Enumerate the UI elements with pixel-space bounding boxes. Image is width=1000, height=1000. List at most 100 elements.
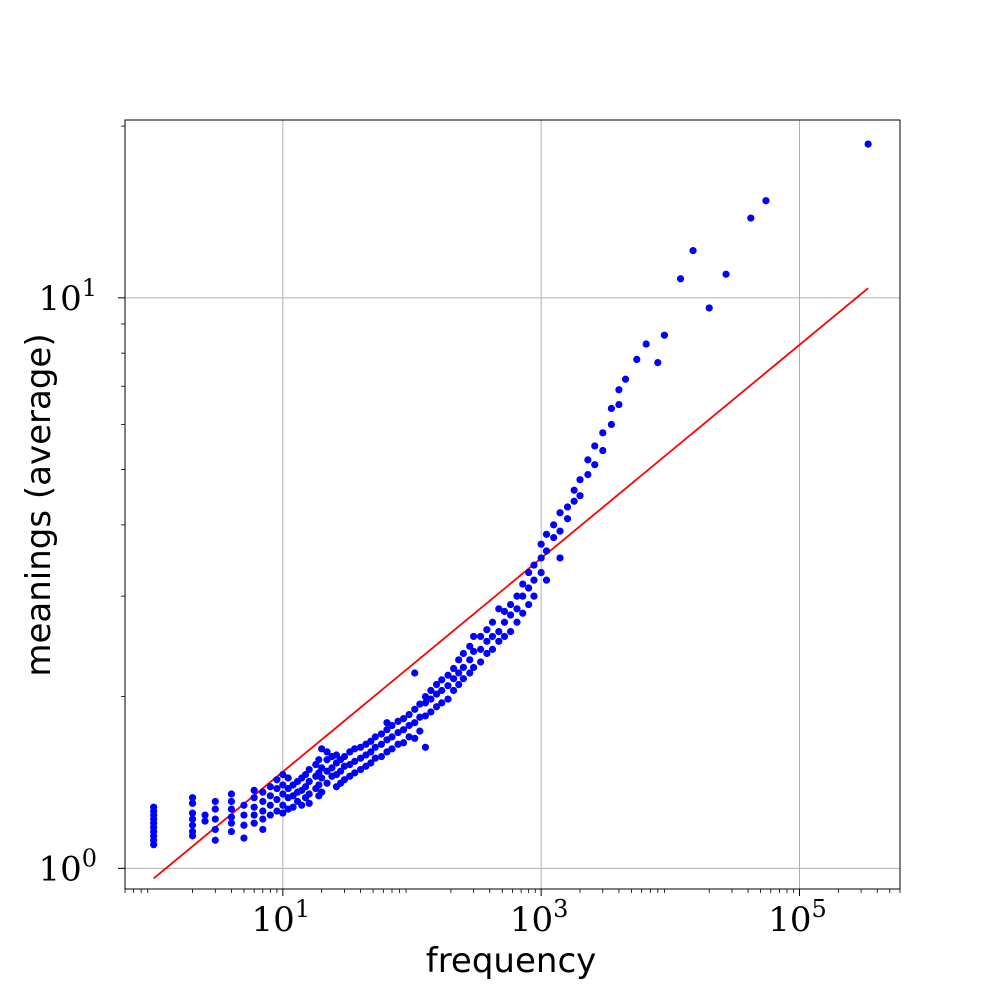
data-point [432,690,441,698]
data-point [495,628,503,636]
data-point [332,751,341,759]
data-point [466,656,474,664]
data-point [266,811,274,819]
data-point [621,375,630,383]
data-point [477,632,485,641]
x-axis-label: frequency [426,941,597,981]
data-point [318,774,326,782]
data-point [388,745,396,753]
data-point [259,797,267,806]
data-point [367,759,375,767]
data-point [259,807,267,815]
data-point [367,748,375,756]
data-point [470,663,478,672]
data-point [305,790,313,798]
data-point [298,801,306,809]
data-point [421,693,429,701]
data-point [455,669,463,677]
data-point [488,632,497,641]
data-point [351,757,359,765]
data-point [377,752,386,761]
data-point [537,540,545,548]
data-point [466,642,474,650]
data-point [279,770,287,779]
x-tick-label: 101 [252,895,311,940]
data-point [513,618,521,626]
data-point [273,776,281,784]
y-tick-label: 101 [38,274,97,319]
data-point [305,799,313,807]
data-point [427,686,435,695]
fit-line [153,287,869,880]
data-point [405,733,413,741]
data-point [211,797,219,806]
data-point [318,745,326,753]
data-point [250,786,258,794]
grid-lines [125,120,900,889]
data-point [259,825,267,834]
data-point [483,637,491,645]
data-point [315,756,323,764]
data-point [488,645,497,653]
data-point [762,197,770,205]
data-point [201,817,209,825]
data-point [273,784,281,793]
data-point [563,515,572,523]
data-point [188,809,197,817]
data-point [266,792,274,800]
data-point [599,429,607,437]
data-point [550,533,558,542]
data-point [416,700,424,708]
data-point [305,777,313,786]
data-point [615,400,623,409]
data-point [519,592,527,600]
data-point [301,770,310,779]
data-point [542,547,551,555]
data-point [227,805,236,813]
data-point [250,811,258,819]
data-point [530,561,538,569]
data-point [542,530,551,538]
data-point [377,730,386,738]
data-point [240,811,248,819]
data-point [201,811,209,819]
y-axis-label: meanings (average) [19,333,59,676]
data-point [411,719,419,727]
data-point [188,821,197,829]
data-point [279,801,287,809]
data-point [864,140,872,148]
data-point [438,686,446,695]
data-point [432,703,441,711]
data-point [459,663,467,672]
data-point [279,781,287,789]
data-point [336,767,345,775]
x-tick-labels: 101 103 105 [252,895,827,940]
data-point [416,727,424,735]
y-tick-label: 100 [38,844,97,889]
data-point [188,827,197,836]
data-point [318,788,326,796]
data-point [576,476,584,484]
data-point [371,754,379,762]
data-point [340,752,349,761]
data-point [279,790,287,798]
data-point [525,584,533,592]
data-point [371,743,379,751]
data-point [513,605,521,613]
data-point [427,695,435,703]
data-point [495,637,503,645]
data-point [444,695,452,703]
data-point [444,671,452,679]
data-point [318,764,326,772]
data-point [438,699,446,707]
data-point [432,680,441,689]
data-point [459,675,467,683]
data-point [542,576,551,584]
data-point [227,819,236,827]
data-point [240,834,248,842]
data-point [227,790,236,798]
x-tick-label: 103 [510,895,569,940]
data-point [356,754,365,762]
data-point [519,580,527,588]
data-point [427,708,435,716]
